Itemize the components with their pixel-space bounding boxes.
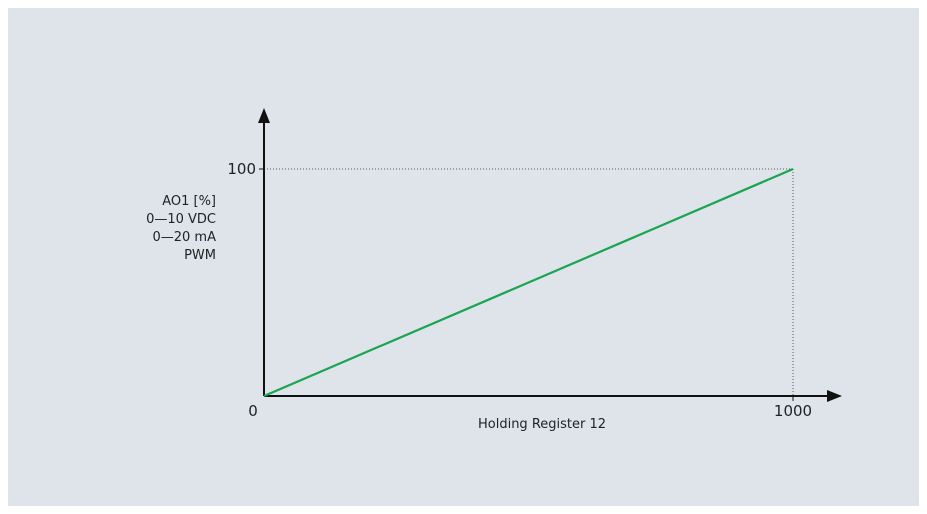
y-axis-arrowhead xyxy=(258,108,270,123)
x-axis-arrowhead xyxy=(827,390,842,402)
y-axis-label-line-4: PWM xyxy=(184,248,216,263)
labels-group: 0 1000 100 Holding Register 12 AO1 [%] 0… xyxy=(146,160,812,432)
x-tick-label-1000: 1000 xyxy=(774,402,812,420)
origin-label: 0 xyxy=(248,402,258,420)
y-axis-label-line-3: 0—20 mA xyxy=(152,230,216,245)
chart-panel xyxy=(8,8,919,506)
series-group xyxy=(263,167,794,398)
y-axis-label-line-1: AO1 [%] xyxy=(162,194,216,209)
y-tick-label-100: 100 xyxy=(227,160,256,178)
axes xyxy=(258,108,842,402)
reference-guides xyxy=(264,168,794,396)
series-line-0 xyxy=(263,167,794,398)
x-axis-label: Holding Register 12 xyxy=(478,417,606,432)
y-axis-label-line-2: 0—10 VDC xyxy=(146,212,216,227)
